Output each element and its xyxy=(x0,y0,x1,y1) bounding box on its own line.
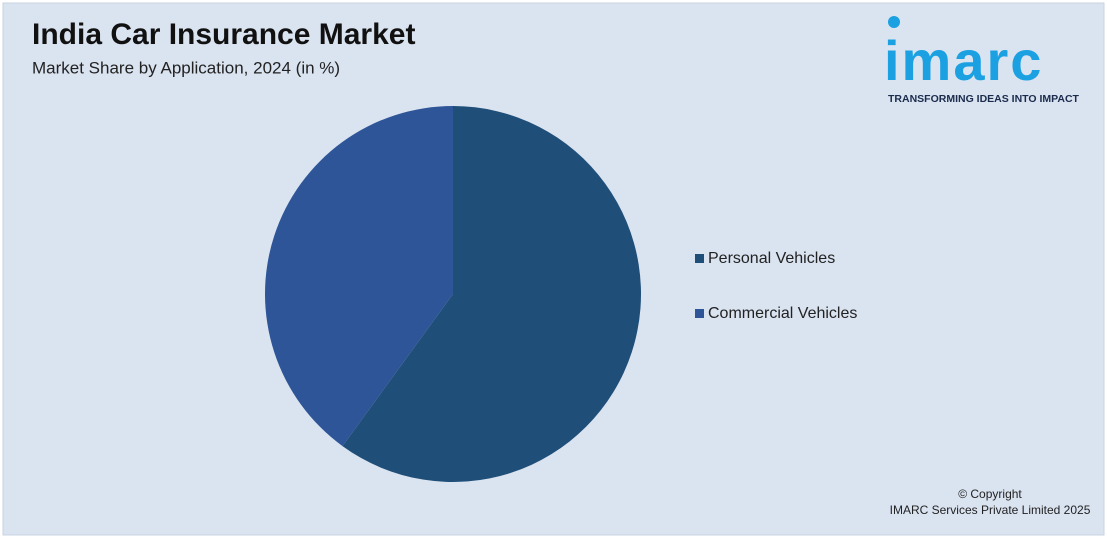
chart-title: India Car Insurance Market xyxy=(32,18,415,51)
pie-slice xyxy=(342,106,641,483)
logo-name: imarc xyxy=(884,29,1043,92)
legend-swatch xyxy=(695,254,704,263)
pie-slice xyxy=(265,106,453,447)
legend-label: Commercial Vehicles xyxy=(708,305,857,322)
copyright: IMARC Services Private Limited 2025 xyxy=(890,503,1091,517)
logo-tagline: TRANSFORMING IDEAS INTO IMPACT xyxy=(888,93,1080,105)
chart-subtitle: Market Share by Application, 2024 (in %) xyxy=(32,58,340,77)
legend-label: Personal Vehicles xyxy=(708,250,835,267)
copyright: © Copyright xyxy=(958,487,1022,501)
legend-swatch xyxy=(695,309,704,318)
logo-dot xyxy=(888,16,900,28)
